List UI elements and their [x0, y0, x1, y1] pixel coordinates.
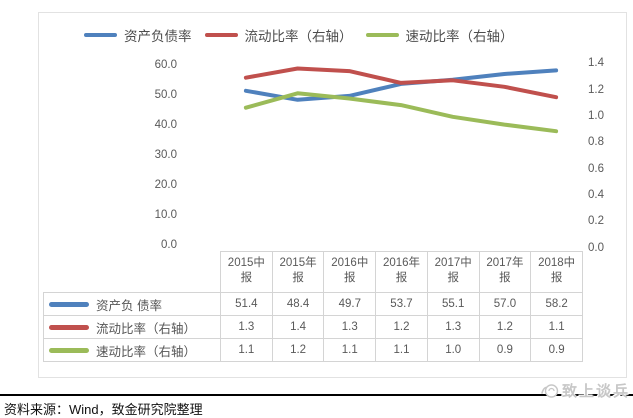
left-axis-tick-label: 20.0 [154, 179, 177, 191]
left-axis-tick-label: 30.0 [154, 149, 177, 161]
legend-swatch-icon [365, 32, 399, 38]
table-value-cell: 1.1 [531, 316, 583, 339]
watermark-logo-icon [541, 384, 559, 398]
table-value-cell: 58.2 [531, 293, 583, 316]
legend-item-current-ratio: 流动比率（右轴） [204, 25, 353, 45]
table-value-cell: 1.4 [272, 316, 325, 339]
table-row-label-current-ratio: 流动比率（右轴） [44, 316, 221, 339]
table-value-cell: 1.2 [479, 316, 532, 339]
table-value-cell: 1.3 [221, 316, 273, 339]
table-value-cell: 1.2 [376, 316, 428, 339]
legend-item-label: 速动比率（右轴） [405, 29, 514, 44]
left-axis-tick-label: 0.0 [161, 239, 177, 251]
table-value-cell: 55.1 [427, 293, 480, 316]
data-table-body: 资产负 债率 51.4 48.4 49.7 53.7 55.1 57.0 58.2 流动比率（右… [43, 292, 583, 362]
table-header-cell: 2017中 报 [428, 252, 480, 292]
right-axis-tick-label: 0.0 [588, 241, 604, 254]
row-swatch-icon [49, 324, 89, 330]
right-axis-tick-label: 0.2 [588, 215, 604, 228]
table-header-cell: 2017年 报 [480, 252, 532, 292]
table-value-cell: 49.7 [324, 293, 377, 316]
table-header-cell: 2016年 报 [376, 252, 428, 292]
table-row-label-text: 资产负 债率 [96, 298, 162, 313]
right-axis-tick-label: 0.4 [588, 189, 604, 202]
table-value-cell: 1.0 [427, 339, 480, 362]
watermark: 致上谈兵 [540, 380, 630, 401]
chart-legend: 资产负债率 流动比率（右轴） 速动比率（右轴） [84, 25, 514, 45]
table-row-label-text: 流动比率（右轴） [96, 321, 197, 336]
table-value-cell: 51.4 [221, 293, 273, 316]
table-header-cell: 2018中 报 [531, 252, 583, 292]
table-row-label-quick-ratio: 速动比率（右轴） [44, 339, 221, 362]
table-value-cell: 1.1 [221, 339, 273, 362]
left-axis-tick-label: 10.0 [154, 209, 177, 221]
legend-item-asset-liability-ratio: 资产负债率 [84, 25, 192, 45]
legend-swatch-icon [204, 32, 238, 38]
legend-item-quick-ratio: 速动比率（右轴） [365, 25, 514, 45]
row-swatch-icon [49, 347, 89, 353]
right-axis-tick-label: 0.6 [588, 162, 604, 175]
table-value-cell: 57.0 [479, 293, 532, 316]
table-value-cell: 48.4 [272, 293, 325, 316]
right-axis-tick-label: 1.4 [588, 57, 604, 70]
source-note: 资料来源：Wind，致金研究院整理 [4, 402, 203, 417]
watermark-text: 致上谈兵 [561, 383, 630, 400]
right-axis-tick-label: 1.2 [588, 83, 604, 96]
left-axis-tick-label: 60.0 [154, 59, 177, 71]
right-axis-tick-label: 1.0 [588, 110, 604, 122]
footer-divider [0, 394, 633, 396]
table-row-label-asset-liability-ratio: 资产负 债率 [44, 293, 221, 316]
data-table-header-row: 2015中 报 2015年 报 2016中 报 2016年 报 2017中 报 2017年… [220, 251, 583, 292]
table-value-cell: 1.3 [427, 316, 480, 339]
table-value-cell: 1.1 [376, 339, 428, 362]
legend-item-label: 资产负债率 [124, 29, 192, 44]
table-header-cell: 2015年 报 [273, 252, 325, 292]
left-axis-tick-label: 50.0 [154, 89, 177, 101]
left-axis-tick-label: 40.0 [154, 119, 177, 131]
table-value-cell: 0.9 [479, 339, 532, 362]
table-value-cell: 53.7 [376, 293, 428, 316]
table-value-cell: 1.1 [324, 339, 377, 362]
table-value-cell: 1.2 [272, 339, 325, 362]
table-row-label-text: 速动比率（右轴） [96, 344, 197, 359]
table-value-cell: 1.3 [324, 316, 377, 339]
table-header-cell: 2015中 报 [221, 252, 273, 292]
legend-item-label: 流动比率（右轴） [244, 29, 353, 44]
table-header-cell: 2016中 报 [324, 252, 377, 292]
legend-swatch-icon [84, 32, 117, 38]
row-swatch-icon [49, 301, 89, 307]
table-value-cell: 0.9 [531, 339, 583, 362]
right-axis-tick-label: 0.8 [588, 136, 604, 149]
